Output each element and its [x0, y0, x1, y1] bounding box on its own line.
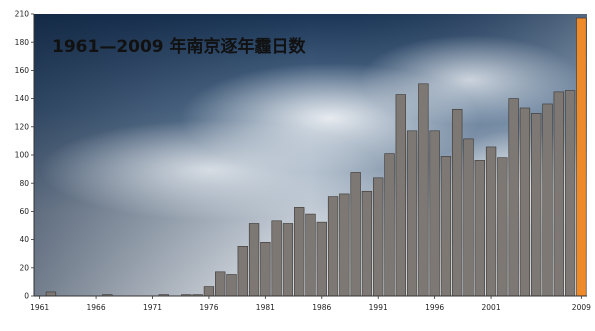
- bar-1980: [248, 223, 260, 297]
- bar-1978: [226, 274, 237, 297]
- bar-1987: [327, 196, 339, 297]
- bar-2009: [576, 17, 587, 297]
- bar-1994: [406, 130, 418, 297]
- x-tick-label: 1996: [425, 303, 444, 312]
- bar-1998: [452, 109, 463, 297]
- y-tick-label: 40: [19, 235, 29, 244]
- x-tick-label: 1976: [199, 303, 218, 312]
- y-tick-label: 80: [19, 179, 29, 188]
- bar-1986: [316, 221, 327, 297]
- y-axis: 0 20 40 60 80 100 120 140 160 180 210: [15, 10, 34, 301]
- bar-2006: [542, 103, 553, 297]
- bar-1992: [384, 153, 395, 297]
- bar-2003: [508, 98, 519, 297]
- bar-2008: [564, 90, 576, 297]
- bar-1979: [237, 246, 248, 297]
- bar-1995: [418, 83, 429, 297]
- bar-1993: [395, 94, 406, 297]
- x-tick-label: 1966: [87, 303, 106, 312]
- y-tick-label: 120: [15, 122, 30, 131]
- bar-1977: [215, 271, 226, 297]
- bar-1962: [45, 291, 57, 297]
- bar-2004: [519, 107, 531, 297]
- bar-1981: [260, 241, 271, 297]
- bar-2000: [474, 160, 485, 297]
- bar-1990: [361, 190, 373, 297]
- x-tick-label: 1971: [143, 303, 162, 312]
- y-tick-label: 140: [15, 94, 30, 103]
- y-tick-label: 210: [15, 10, 30, 19]
- bars-group: [45, 17, 587, 297]
- x-tick-label: 1981: [256, 303, 275, 312]
- bar-1989: [350, 172, 361, 297]
- y-tick-label: 180: [15, 38, 30, 47]
- x-tick-label: 2001: [482, 303, 501, 312]
- bar-1982: [271, 220, 282, 297]
- bar-1988: [339, 193, 350, 297]
- bar-1999: [463, 138, 474, 297]
- y-tick-label: 20: [19, 263, 29, 272]
- y-tick-label: 160: [15, 66, 30, 75]
- bar-2005: [531, 113, 542, 297]
- y-tick-label: 60: [19, 207, 29, 216]
- x-axis: 1961 1966 1971 1976 1981 1986 1991 1996 2001 2009: [30, 296, 591, 312]
- y-tick-label: 0: [24, 292, 29, 301]
- bar-1991: [373, 177, 384, 297]
- bar-2007: [553, 91, 564, 297]
- y-tick-label: 100: [15, 151, 30, 160]
- x-tick-label: 1986: [312, 303, 331, 312]
- bar-1983: [282, 223, 294, 297]
- bar-1984: [294, 207, 305, 297]
- bar-1985: [305, 213, 316, 297]
- bar-2002: [497, 157, 508, 297]
- chart-title: 1961—2009 年南京逐年霾日数: [52, 36, 307, 57]
- x-tick-label: 1991: [369, 303, 388, 312]
- bar-1997: [440, 156, 452, 297]
- bar-2001: [485, 146, 497, 297]
- x-tick-label: 2009: [572, 303, 591, 312]
- x-tick-label: 1961: [30, 303, 49, 312]
- bar-1996: [429, 130, 440, 297]
- bar-1976: [203, 286, 215, 297]
